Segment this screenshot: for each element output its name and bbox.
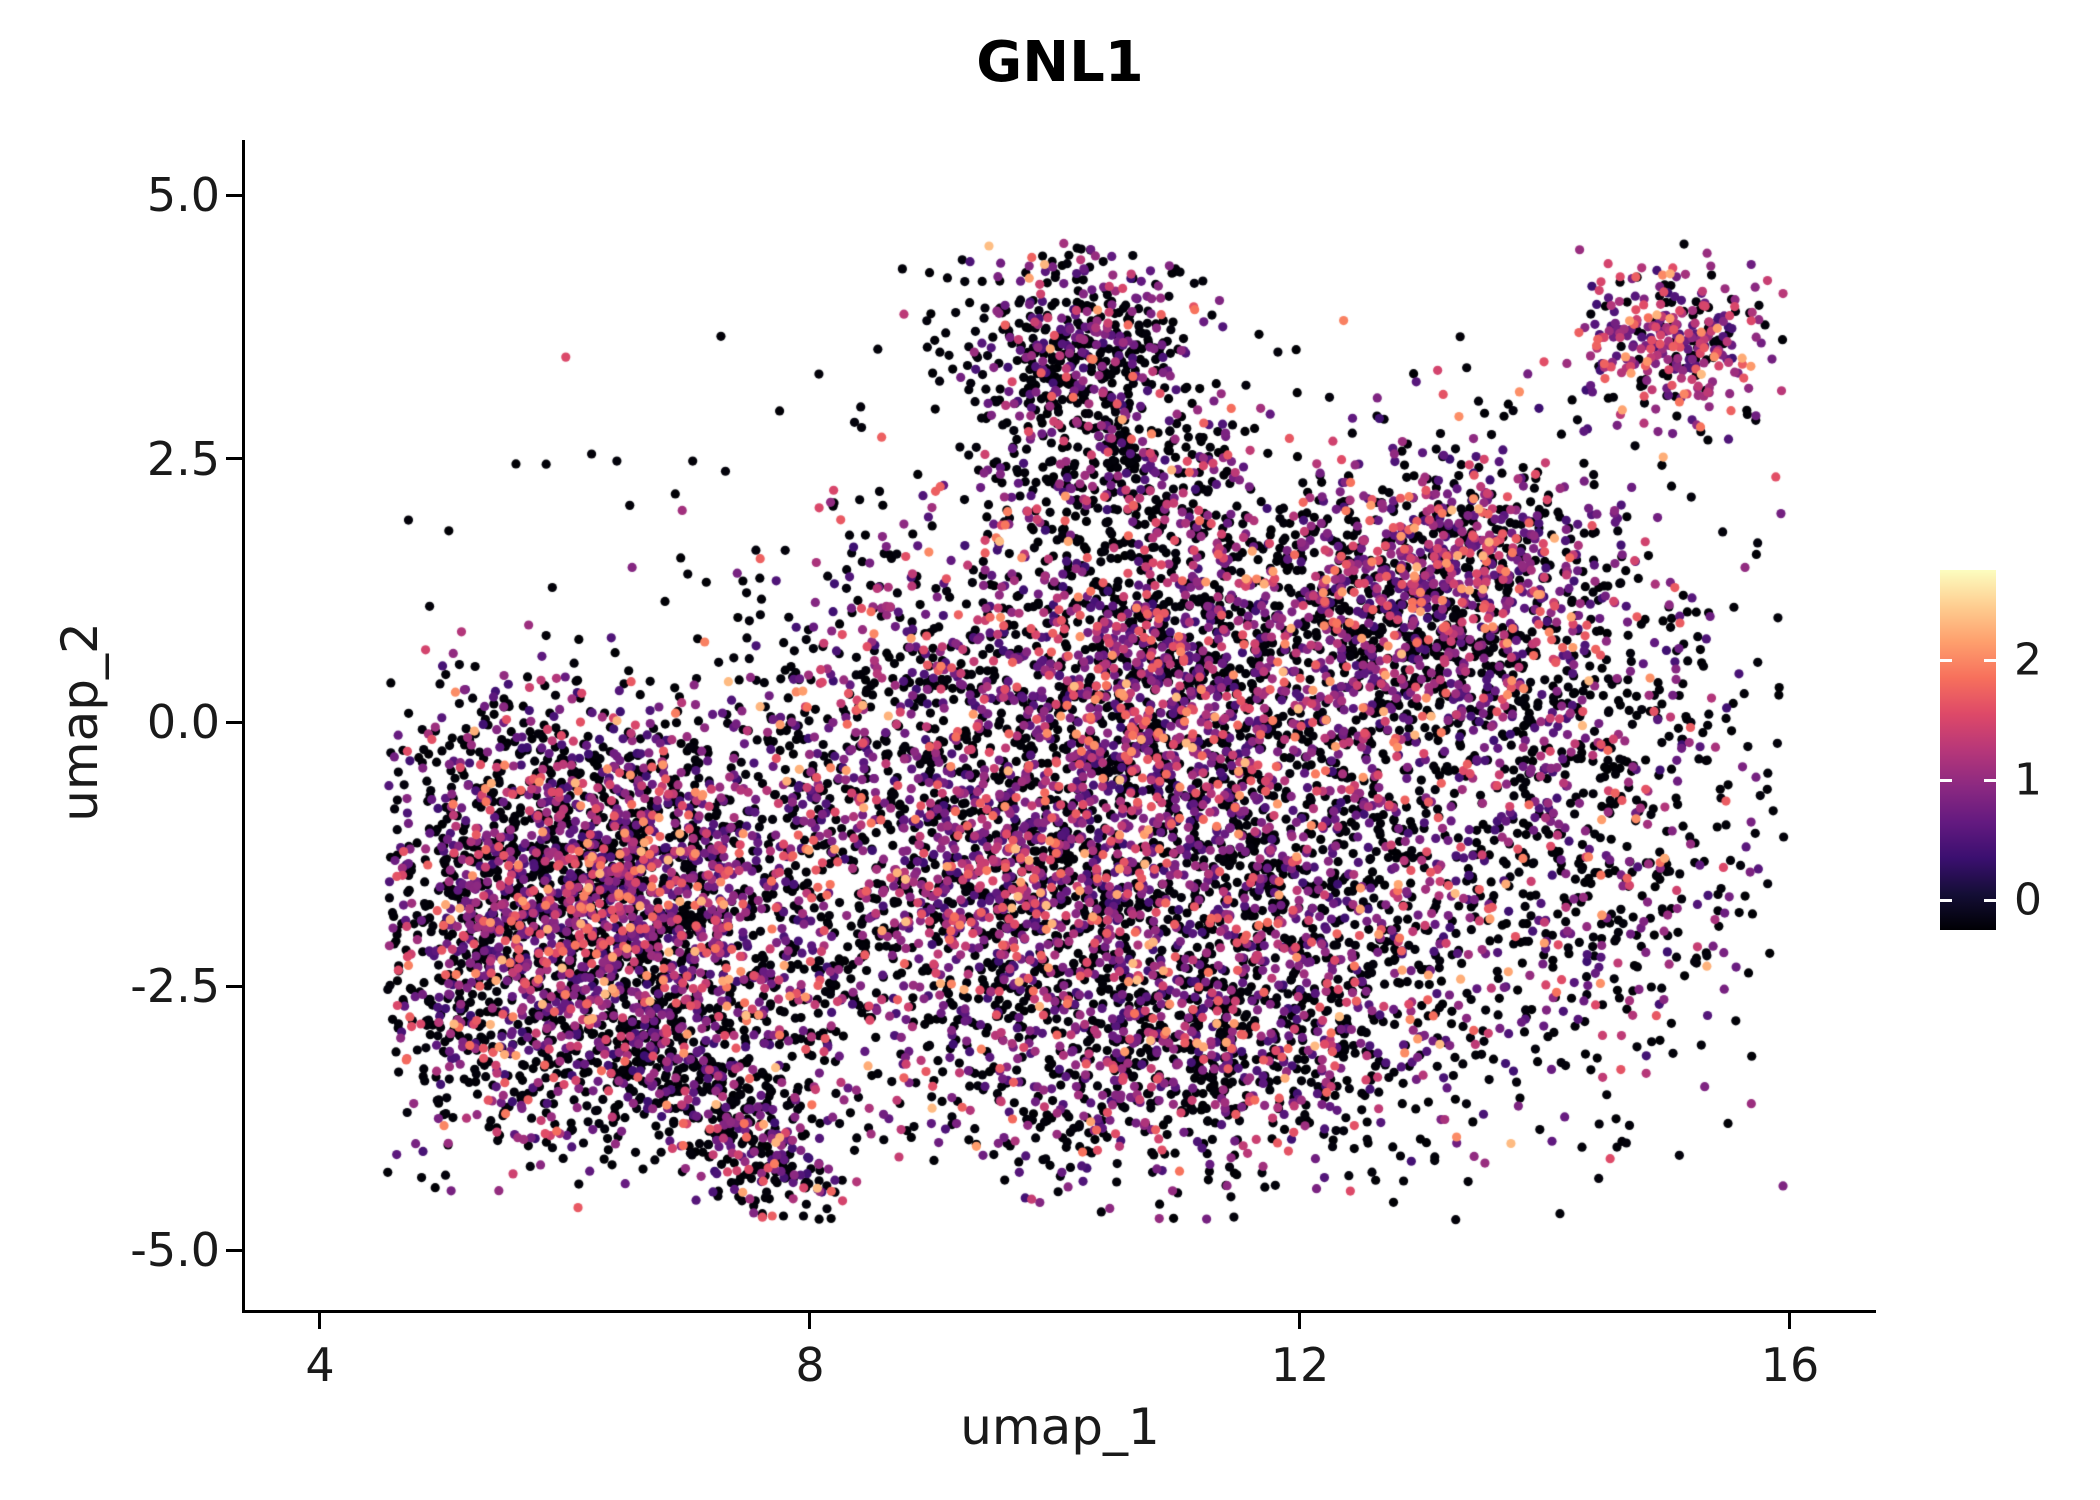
colorbar-tick: [1984, 779, 1996, 782]
colorbar-gradient: [1940, 570, 1996, 930]
y-axis-line: [242, 140, 245, 1313]
x-tick-label: 4: [305, 1338, 335, 1392]
y-tick: [226, 721, 242, 724]
y-tick-label: 0.0: [146, 695, 220, 749]
y-tick-label: 5.0: [146, 168, 220, 222]
x-axis-line: [242, 1310, 1876, 1313]
colorbar-tick: [1940, 659, 1952, 662]
colorbar-label: 1: [2014, 754, 2042, 806]
x-tick: [1298, 1313, 1301, 1329]
x-tick: [1788, 1313, 1791, 1329]
colorbar-tick: [1984, 899, 1996, 902]
x-tick-label: 16: [1760, 1338, 1820, 1392]
y-tick-label: 2.5: [146, 432, 220, 486]
y-axis-title: umap_2: [51, 622, 109, 822]
x-tick-label: 8: [795, 1338, 825, 1392]
x-tick-label: 12: [1270, 1338, 1330, 1392]
y-tick: [226, 1249, 242, 1252]
colorbar-tick: [1940, 779, 1952, 782]
y-tick-label: -5.0: [130, 1223, 220, 1277]
plot-title: GNL1: [976, 30, 1144, 95]
x-axis-title: umap_1: [960, 1398, 1160, 1456]
y-tick: [226, 985, 242, 988]
colorbar-label: 0: [2014, 874, 2042, 926]
x-tick: [808, 1313, 811, 1329]
colorbar-label: 2: [2014, 634, 2042, 686]
y-tick: [226, 457, 242, 460]
x-tick: [318, 1313, 321, 1329]
y-tick-label: -2.5: [130, 959, 220, 1013]
y-tick: [226, 194, 242, 197]
umap-scatter-canvas: [245, 140, 1876, 1311]
colorbar-tick: [1940, 899, 1952, 902]
colorbar-tick: [1984, 659, 1996, 662]
